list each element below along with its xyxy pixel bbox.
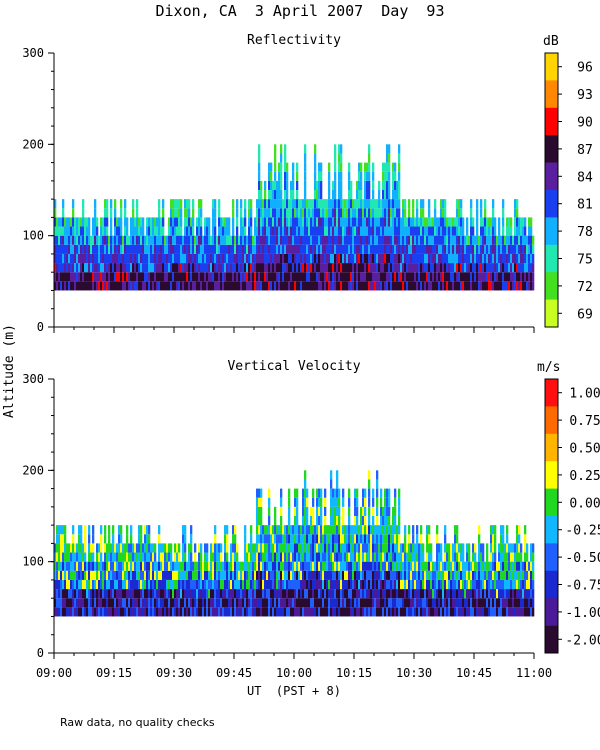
- velocity-colorbar-swatch: [545, 379, 558, 407]
- velocity-unit: m/s: [537, 360, 561, 375]
- reflectivity-colorbar-label: 69: [577, 307, 593, 322]
- x-tick-label: 09:15: [96, 666, 132, 680]
- reflectivity-colorbar-swatch: [545, 80, 558, 109]
- velocity-colorbar-swatch: [545, 406, 558, 435]
- reflectivity-colorbar-swatch: [545, 217, 558, 246]
- reflectivity-colorbar-label: 96: [577, 61, 593, 76]
- velocity-title: Vertical Velocity: [227, 359, 361, 374]
- x-tick-label: 09:45: [216, 666, 252, 680]
- velocity-colorbar-swatch: [545, 516, 558, 544]
- page-title: Dixon, CA 3 April 2007 Day 93: [155, 2, 445, 20]
- x-axis-label: UT (PST + 8): [247, 684, 341, 698]
- reflectivity-plot: [54, 144, 535, 291]
- velocity-colorbar-swatch: [545, 461, 558, 489]
- reflectivity-colorbar-swatch: [545, 272, 558, 300]
- velocity-colorbar-swatch: [545, 488, 558, 517]
- x-tick-label: 11:00: [516, 666, 552, 680]
- reflectivity-colorbar-label: 87: [577, 143, 593, 158]
- reflectivity-colorbar: 96 93 90 87 84 81 78 75 72 69: [544, 52, 593, 328]
- reflectivity-colorbar-label: 84: [577, 170, 593, 185]
- reflectivity-unit: dB: [543, 34, 559, 49]
- velocity-colorbar-label: 0.50: [569, 442, 600, 457]
- velocity-colorbar-label: -0.75: [565, 579, 600, 594]
- reflectivity-colorbar-label: 93: [577, 88, 593, 103]
- reflectivity-colorbar-swatch: [545, 190, 558, 218]
- x-tick-label: 10:15: [336, 666, 372, 680]
- x-tick-label: 10:30: [396, 666, 432, 680]
- reflectivity-colorbar-label: 75: [577, 253, 593, 268]
- velocity-colorbar-swatch: [545, 570, 558, 599]
- reflectivity-colorbar-label: 72: [577, 280, 593, 295]
- x-tick-label: 10:45: [456, 666, 492, 680]
- reflectivity-colorbar-swatch: [545, 107, 558, 136]
- reflectivity-colorbar-swatch: [545, 53, 558, 81]
- reflectivity-y-tick-label: 0: [37, 320, 44, 334]
- footnote: Raw data, no quality checks: [60, 716, 215, 729]
- velocity-colorbar-label: 0.00: [569, 496, 600, 511]
- velocity-colorbar-swatch: [545, 598, 558, 626]
- velocity-colorbar-label: 0.75: [569, 414, 600, 429]
- velocity-colorbar-swatch: [545, 433, 558, 462]
- x-tick-label: 09:30: [156, 666, 192, 680]
- velocity-y-tick-label: 100: [22, 555, 44, 569]
- velocity-colorbar-label: -0.25: [565, 524, 600, 539]
- velocity-colorbar: 1.00 0.75 0.50 0.25 0.00 -0.25 -0.50 -0.75 -1.00…: [544, 378, 600, 654]
- reflectivity-y-tick-label: 200: [22, 137, 44, 151]
- velocity-plot: [54, 470, 535, 617]
- velocity-y-tick-label: 0: [37, 646, 44, 660]
- reflectivity-colorbar-label: 78: [577, 225, 593, 240]
- velocity-colorbar-label: 0.25: [569, 469, 600, 484]
- velocity-colorbar-label: -1.00: [565, 606, 600, 621]
- velocity-colorbar-label: -0.50: [565, 551, 600, 566]
- x-tick-label: 09:00: [36, 666, 72, 680]
- velocity-y-tick-label: 300: [22, 372, 44, 386]
- reflectivity-colorbar-label: 81: [577, 198, 593, 213]
- reflectivity-colorbar-swatch: [545, 135, 558, 163]
- reflectivity-colorbar-label: 90: [577, 116, 593, 131]
- velocity-colorbar-swatch: [545, 543, 558, 572]
- reflectivity-colorbar-swatch: [545, 162, 558, 191]
- reflectivity-colorbar-swatch: [545, 299, 558, 328]
- x-tick-label: 10:00: [276, 666, 312, 680]
- reflectivity-y-tick-label: 100: [22, 229, 44, 243]
- reflectivity-title: Reflectivity: [247, 33, 341, 48]
- reflectivity-y-tick-label: 300: [22, 46, 44, 60]
- velocity-colorbar-label: 1.00: [569, 387, 600, 402]
- velocity-colorbar-swatch: [545, 625, 558, 654]
- reflectivity-colorbar-swatch: [545, 244, 558, 273]
- velocity-colorbar-label: -2.00: [565, 633, 600, 648]
- velocity-y-tick-label: 200: [22, 463, 44, 477]
